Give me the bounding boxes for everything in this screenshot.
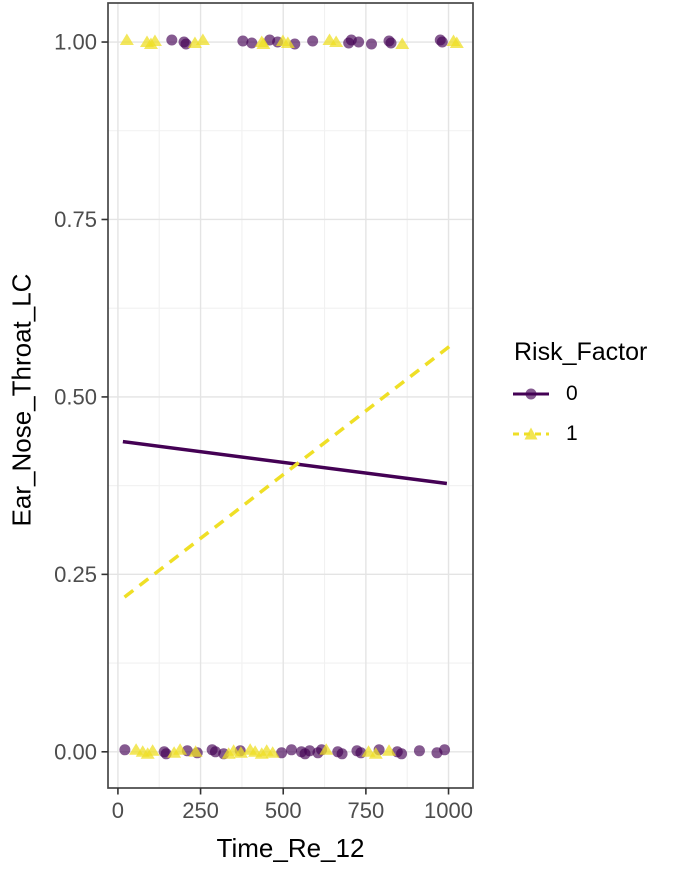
data-point-circle	[366, 38, 378, 50]
data-point-triangle	[173, 743, 188, 755]
data-point-triangle	[449, 36, 464, 49]
data-point-triangle	[195, 33, 210, 46]
x-axis-title: Time_Re_12	[216, 833, 365, 863]
regression-lines	[122, 344, 452, 599]
data-point-triangle	[167, 746, 182, 758]
legend: Risk_Factor 0 1	[512, 338, 647, 462]
x-tick-label: 250	[182, 798, 219, 823]
y-tick-label: 0.75	[54, 207, 97, 232]
legend-key-circle-icon	[525, 388, 537, 400]
data-point-circle	[385, 37, 397, 49]
data-point-triangle	[119, 33, 134, 46]
data-point-triangle	[368, 747, 383, 759]
x-tick-label: 500	[265, 798, 302, 823]
y-tick-label: 1.00	[54, 30, 97, 55]
data-point-triangle	[395, 37, 410, 50]
data-point-circle	[246, 37, 258, 49]
y-tick-label: 0.00	[54, 739, 97, 764]
legend-key-risk0	[513, 388, 549, 400]
risk0-fit-line	[122, 439, 448, 486]
data-point-triangle	[256, 37, 271, 50]
y-tick-label: 0.25	[54, 562, 97, 587]
data-point-triangle	[187, 36, 202, 49]
data-point-circle	[119, 744, 131, 756]
axes: 0 250 500 750 1000 0.00 0.25 0.50 0.75 1.00	[54, 30, 473, 823]
data-point-circle	[436, 36, 448, 48]
panel-border	[107, 2, 474, 789]
legend-title: Risk_Factor	[514, 338, 648, 366]
data-point-triangle	[280, 36, 295, 49]
data-point-triangle	[147, 34, 162, 47]
y-axis-title: Ear_Nose_Throat_LC	[6, 273, 37, 527]
data-point-circle	[336, 748, 348, 760]
risk0-points-y1	[166, 34, 448, 50]
y-tick-label: 0.50	[54, 384, 97, 409]
data-point-triangle	[265, 746, 280, 758]
data-point-circle	[353, 36, 365, 48]
legend-item-risk0: 0	[512, 382, 647, 406]
risk1-points-y1	[119, 33, 464, 50]
x-tick-label: 750	[348, 798, 385, 823]
data-point-circle	[413, 745, 425, 757]
grid-minor	[108, 3, 473, 788]
legend-key-triangle-icon	[524, 427, 538, 440]
legend-label-risk0: 0	[566, 382, 578, 405]
data-point-circle	[439, 744, 451, 756]
x-tick-label: 0	[112, 798, 124, 823]
data-point-circle	[237, 35, 249, 47]
risk1-points-y0	[129, 743, 397, 759]
legend-label-risk1: 1	[566, 422, 578, 445]
scatter-points	[119, 33, 464, 760]
legend-key-risk1	[513, 427, 549, 440]
risk1-fit-line	[123, 344, 452, 599]
data-point-circle	[307, 35, 319, 47]
data-point-circle	[209, 746, 221, 758]
data-point-triangle	[329, 35, 344, 48]
legend-item-risk1: 1	[512, 422, 647, 446]
data-point-circle	[276, 747, 288, 759]
x-tick-label: 1000	[424, 798, 473, 823]
risk0-points-y0	[119, 744, 451, 760]
data-point-triangle	[145, 744, 160, 756]
data-point-circle	[285, 744, 297, 756]
data-point-triangle	[319, 743, 334, 755]
data-point-circle	[396, 748, 408, 760]
data-point-triangle	[188, 745, 203, 757]
data-point-triangle	[233, 746, 248, 758]
data-point-circle	[304, 745, 316, 757]
data-point-circle	[166, 34, 178, 46]
data-point-triangle	[382, 744, 397, 756]
grid-major	[108, 3, 473, 788]
